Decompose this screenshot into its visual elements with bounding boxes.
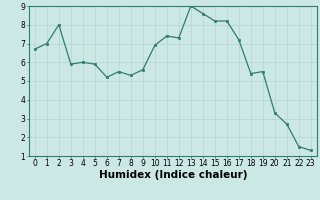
X-axis label: Humidex (Indice chaleur): Humidex (Indice chaleur) — [99, 170, 247, 180]
